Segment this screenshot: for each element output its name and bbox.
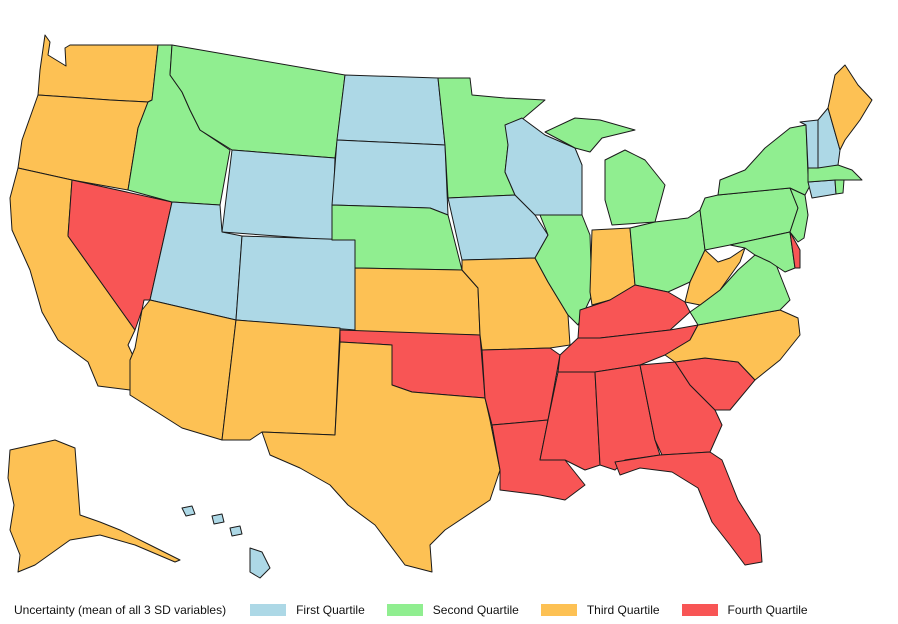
state-florida (614, 451, 763, 566)
legend-entry-third-quartile: Third Quartile (540, 603, 660, 617)
state-massachusetts (807, 164, 863, 183)
state-kansas (354, 267, 481, 336)
state-connecticut (807, 179, 837, 199)
state-new-york (717, 124, 813, 196)
state-vermont (799, 119, 819, 169)
state-arkansas (481, 347, 561, 426)
legend-label: Second Quartile (432, 603, 519, 617)
legend-entry-first-quartile: First Quartile (250, 603, 365, 617)
state-delaware (789, 231, 801, 269)
legend: Uncertainty (mean of all 3 SD variables)… (14, 600, 892, 620)
state-north-carolina (664, 309, 801, 381)
legend-entry-fourth-quartile: Fourth Quartile (681, 603, 808, 617)
state-west-virginia (684, 247, 746, 306)
legend-swatch (250, 604, 287, 616)
state-maine (827, 64, 873, 151)
state-illinois (534, 214, 593, 326)
state-washington (37, 34, 159, 103)
legend-label: Third Quartile (586, 603, 660, 617)
state-new-hampshire (817, 107, 841, 169)
state-rhode-island (834, 179, 845, 195)
legend-swatch (681, 604, 718, 616)
legend-label: Fourth Quartile (727, 603, 808, 617)
legend-swatch (540, 604, 577, 616)
state-north-dakota (336, 74, 446, 146)
state-south-dakota (331, 139, 449, 216)
state-new-jersey (789, 187, 809, 243)
state-colorado (235, 235, 356, 331)
state-hawaii (181, 505, 271, 579)
state-wyoming (221, 149, 336, 241)
state-texas (261, 341, 501, 573)
state-new-mexico (221, 319, 341, 441)
state-alaska (7, 439, 181, 573)
legend-entry-second-quartile: Second Quartile (386, 603, 519, 617)
state-michigan (544, 117, 666, 226)
legend-swatch (386, 604, 423, 616)
state-arizona (129, 299, 237, 441)
legend-label: First Quartile (296, 603, 365, 617)
legend-title: Uncertainty (mean of all 3 SD variables) (14, 603, 227, 617)
us-states-map (7, 34, 873, 579)
